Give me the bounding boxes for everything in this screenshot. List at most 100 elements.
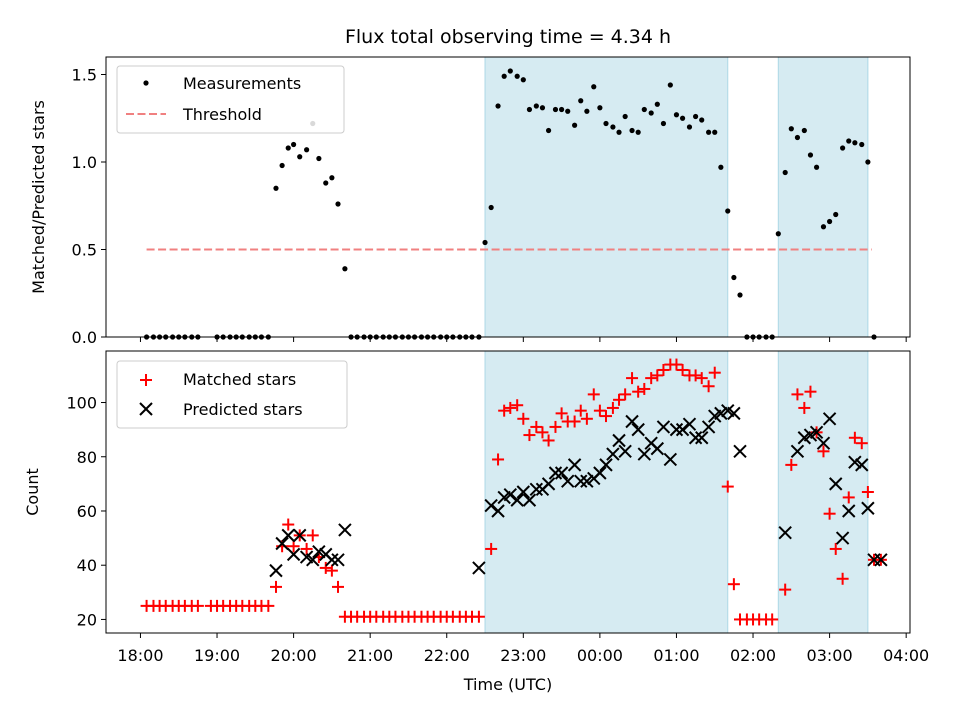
- measurement-point: [507, 68, 513, 74]
- predicted-stars-point: [510, 493, 524, 507]
- matched-stars-point: [191, 599, 204, 612]
- measurement-point: [731, 274, 737, 281]
- matched-stars-point: [517, 412, 530, 425]
- x-tick-label: 21:00: [347, 646, 393, 665]
- measurement-point: [859, 141, 865, 148]
- y-tick-label: 0.0: [72, 328, 97, 347]
- matched-stars-point: [300, 542, 313, 555]
- measurement-point: [323, 180, 329, 186]
- predicted-stars-point: [599, 458, 613, 472]
- predicted-stars-point: [701, 420, 716, 434]
- measurement-point: [775, 231, 781, 237]
- measurement-point: [279, 162, 285, 169]
- y-tick-label: 60: [77, 502, 97, 521]
- measurement-point: [520, 77, 526, 83]
- predicted-stars-point: [606, 447, 620, 461]
- matched-stars-point: [287, 540, 300, 553]
- measurement-point: [693, 113, 699, 120]
- measurement-point: [285, 145, 291, 151]
- matched-stars-point: [689, 369, 702, 382]
- measurement-point: [335, 201, 341, 207]
- predicted-stars-point: [275, 536, 289, 551]
- matched-stars-point: [542, 434, 555, 447]
- x-tick-label: 04:00: [883, 646, 929, 665]
- matched-stars-point: [325, 564, 338, 577]
- x-tick-label: 00:00: [577, 646, 623, 665]
- matched-stars-point: [727, 578, 740, 591]
- observing-window-shade: [484, 56, 729, 338]
- predicted-stars-point: [618, 444, 632, 459]
- measurement-point: [572, 122, 578, 128]
- predicted-stars-point: [306, 553, 320, 567]
- matched-stars-point: [606, 401, 619, 414]
- predicted-stars-point: [631, 422, 645, 437]
- measurement-point: [329, 175, 335, 181]
- matched-stars-point: [613, 393, 626, 406]
- predicted-stars-point: [338, 523, 352, 537]
- measurement-point: [865, 159, 871, 165]
- y-tick-label: 100: [66, 394, 97, 413]
- legend-predicted-marker: [139, 402, 153, 416]
- matched-stars-point: [332, 580, 345, 593]
- observing-window-shade: [484, 350, 729, 634]
- matched-stars-point: [855, 437, 868, 450]
- measurement-point: [686, 124, 693, 130]
- predicted-stars-point: [637, 447, 652, 461]
- matched-stars-point: [555, 407, 568, 420]
- predicted-stars-point: [790, 444, 805, 459]
- measurement-point: [654, 101, 660, 107]
- measurement-point: [846, 138, 852, 144]
- predicted-stars-point: [733, 444, 747, 459]
- matched-stars-point: [536, 426, 549, 439]
- measurement-point: [813, 164, 820, 170]
- predicted-stars-point: [682, 417, 697, 431]
- y-tick-label: 40: [77, 556, 97, 575]
- predicted-stars-point: [484, 498, 498, 513]
- measurement-point: [782, 169, 788, 176]
- predicted-stars-point: [561, 474, 575, 488]
- count-plot-frame: [105, 350, 911, 634]
- matched-stars-point: [779, 583, 792, 596]
- measurement-point: [852, 140, 858, 146]
- predicted-stars-point: [669, 422, 684, 437]
- observing-window-shade: [777, 56, 869, 338]
- matched-stars-point: [262, 599, 275, 612]
- y-tick-label: 0.5: [72, 241, 97, 260]
- measurement-point: [706, 129, 712, 135]
- matched-stars-point: [861, 486, 874, 498]
- measurement-point: [718, 164, 724, 170]
- predicted-stars-point: [286, 547, 301, 562]
- matched-stars-point: [766, 613, 779, 626]
- x-tick-label: 22:00: [424, 646, 470, 665]
- measurement-point: [610, 124, 616, 130]
- measurement-point: [565, 108, 571, 114]
- measurement-point: [629, 127, 635, 134]
- measurement-point: [641, 106, 647, 113]
- predicted-stars-point: [269, 563, 283, 578]
- measurement-point: [291, 141, 297, 148]
- predicted-stars-point: [688, 431, 703, 445]
- measurement-point: [342, 266, 348, 272]
- measurement-point: [679, 115, 686, 121]
- measurement-point: [673, 112, 680, 118]
- matched-stars-point: [282, 518, 295, 531]
- measurement-point: [539, 105, 546, 111]
- measurement-point: [533, 103, 539, 109]
- x-tick-label: 02:00: [730, 646, 776, 665]
- matched-stars-point: [651, 369, 664, 382]
- matched-stars-point: [626, 372, 639, 385]
- predicted-stars-point: [580, 474, 594, 488]
- predicted-stars-point: [663, 452, 678, 467]
- chart-title: Flux total observing time = 4.34 h: [345, 26, 671, 48]
- matched-stars-point: [587, 388, 600, 401]
- predicted-stars-point: [829, 477, 843, 491]
- predicted-stars-point: [727, 406, 741, 421]
- predicted-stars-point: [835, 531, 850, 545]
- measurement-point: [597, 105, 603, 111]
- predicted-stars-point: [541, 477, 556, 491]
- matched-stars-point: [695, 372, 708, 385]
- predicted-stars-point: [293, 528, 307, 543]
- measurement-point: [591, 84, 597, 90]
- predicted-stars-point: [612, 433, 626, 448]
- predicted-stars-point: [516, 485, 531, 499]
